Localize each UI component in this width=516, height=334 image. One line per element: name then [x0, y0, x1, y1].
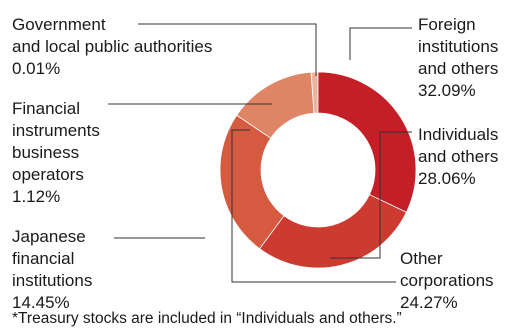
category-label: institutions — [12, 271, 93, 290]
value-label: 24.27% — [400, 293, 458, 312]
segment-label: Other corporations 24.27% — [400, 248, 494, 314]
category-label: and local public authorities — [12, 37, 213, 56]
donut-segment — [259, 194, 407, 269]
category-label: and others — [418, 59, 499, 78]
category-label: financial — [12, 249, 75, 268]
segment-label: Government and local public authorities 0.… — [12, 14, 212, 80]
value-label: 32.09% — [418, 81, 476, 100]
category-label: Individuals — [418, 125, 499, 144]
value-label: 0.01% — [12, 59, 61, 78]
category-label: corporations — [400, 271, 494, 290]
category-label: Other — [400, 249, 443, 268]
category-label: business — [12, 143, 80, 162]
category-label: Financial — [12, 99, 81, 118]
category-label: institutions — [418, 37, 499, 56]
segment-label: Individuals and others 28.06% — [418, 124, 498, 190]
category-label: operators — [12, 165, 84, 184]
leader-lines — [108, 23, 412, 283]
leader-line — [349, 27, 412, 60]
category-label: Government — [12, 15, 106, 34]
segment-label: Financial instruments business operators 1.1… — [12, 98, 100, 208]
value-label: 1.12% — [12, 187, 61, 206]
footnote: *Treasury stocks are included in “Indivi… — [12, 310, 402, 327]
donut-segment — [317, 71, 417, 213]
value-label: 28.06% — [418, 169, 476, 188]
segment-label: Japanese financial institutions 14.45% — [12, 226, 92, 314]
leader-line — [330, 131, 412, 259]
category-label: and others — [418, 147, 499, 166]
category-label: Japanese — [12, 227, 86, 246]
value-label: 14.45% — [12, 293, 70, 312]
segment-label: Foreign institutions and others 32.09% — [418, 14, 498, 102]
category-label: instruments — [12, 121, 100, 140]
category-label: Foreign — [418, 15, 476, 34]
leader-line — [231, 129, 396, 283]
leader-line — [138, 23, 317, 76]
donut-segment — [236, 71, 315, 139]
